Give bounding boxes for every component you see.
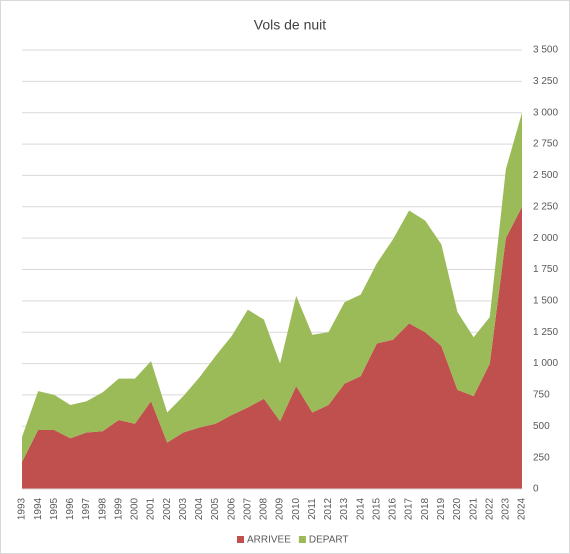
x-tick-label: 2017 xyxy=(404,497,415,520)
x-tick-label: 1996 xyxy=(65,497,76,520)
x-tick-label: 2004 xyxy=(194,497,205,520)
legend-swatch xyxy=(237,536,244,543)
y-tick-label: 2 750 xyxy=(533,139,558,150)
x-tick-label: 2005 xyxy=(210,497,221,520)
y-tick-label: 3 500 xyxy=(533,45,558,56)
area xyxy=(22,112,522,463)
x-tick-label: 2014 xyxy=(355,497,366,520)
x-tick-label: 1994 xyxy=(33,497,44,520)
y-tick-label: 1 750 xyxy=(533,264,558,275)
y-tick-label: 1 250 xyxy=(533,327,558,338)
y-tick-label: 0 xyxy=(533,484,539,495)
y-tick-label: 750 xyxy=(533,390,550,401)
x-tick-label: 2007 xyxy=(242,497,253,520)
y-tick-label: 3 250 xyxy=(533,76,558,87)
x-tick-label: 2015 xyxy=(371,497,382,520)
area xyxy=(22,206,522,490)
y-tick-label: 3 000 xyxy=(533,107,558,118)
y-tick-label: 250 xyxy=(533,452,550,463)
x-tick-label: 2019 xyxy=(436,497,447,520)
x-tick-label: 2024 xyxy=(517,497,528,520)
x-tick-label: 1999 xyxy=(113,497,124,520)
x-tick-label: 2006 xyxy=(226,497,237,520)
x-tick-label: 2000 xyxy=(130,497,141,520)
x-tick-label: 1995 xyxy=(49,497,60,520)
x-tick-label: 2002 xyxy=(162,497,173,520)
x-tick-label: 2001 xyxy=(146,497,157,520)
x-tick-label: 2008 xyxy=(259,497,270,520)
y-tick-label: 2 250 xyxy=(533,201,558,212)
x-tick-label: 1998 xyxy=(97,497,108,520)
x-tick-label: 1997 xyxy=(81,497,92,520)
x-tick-label: 2013 xyxy=(339,497,350,520)
x-tick-label: 2020 xyxy=(452,497,463,520)
x-tick-label: 2022 xyxy=(484,497,495,520)
y-tick-label: 1 000 xyxy=(533,358,558,369)
x-tick-label: 2010 xyxy=(291,497,302,520)
legend-swatch xyxy=(298,536,306,543)
x-tick-label: 2021 xyxy=(468,497,479,520)
x-tick-label: 2011 xyxy=(307,498,318,520)
x-tick-label: 2018 xyxy=(420,497,431,520)
x-tick-label: 2012 xyxy=(323,497,334,520)
x-tick-label: 2009 xyxy=(275,497,286,520)
x-tick-label: 1993 xyxy=(17,497,28,520)
y-tick-label: 2 000 xyxy=(533,233,558,244)
legend-label: DEPART xyxy=(309,535,349,546)
x-tick-label: 2016 xyxy=(388,497,399,520)
legend-label: ARRIVEE xyxy=(247,535,291,546)
x-tick-label: 2003 xyxy=(178,497,189,520)
y-tick-label: 2 500 xyxy=(533,170,558,181)
y-tick-label: 500 xyxy=(533,421,550,432)
x-tick-label: 2023 xyxy=(501,497,512,520)
y-tick-label: 1 500 xyxy=(533,295,558,306)
chart-title: Vols de nuit xyxy=(254,17,326,33)
